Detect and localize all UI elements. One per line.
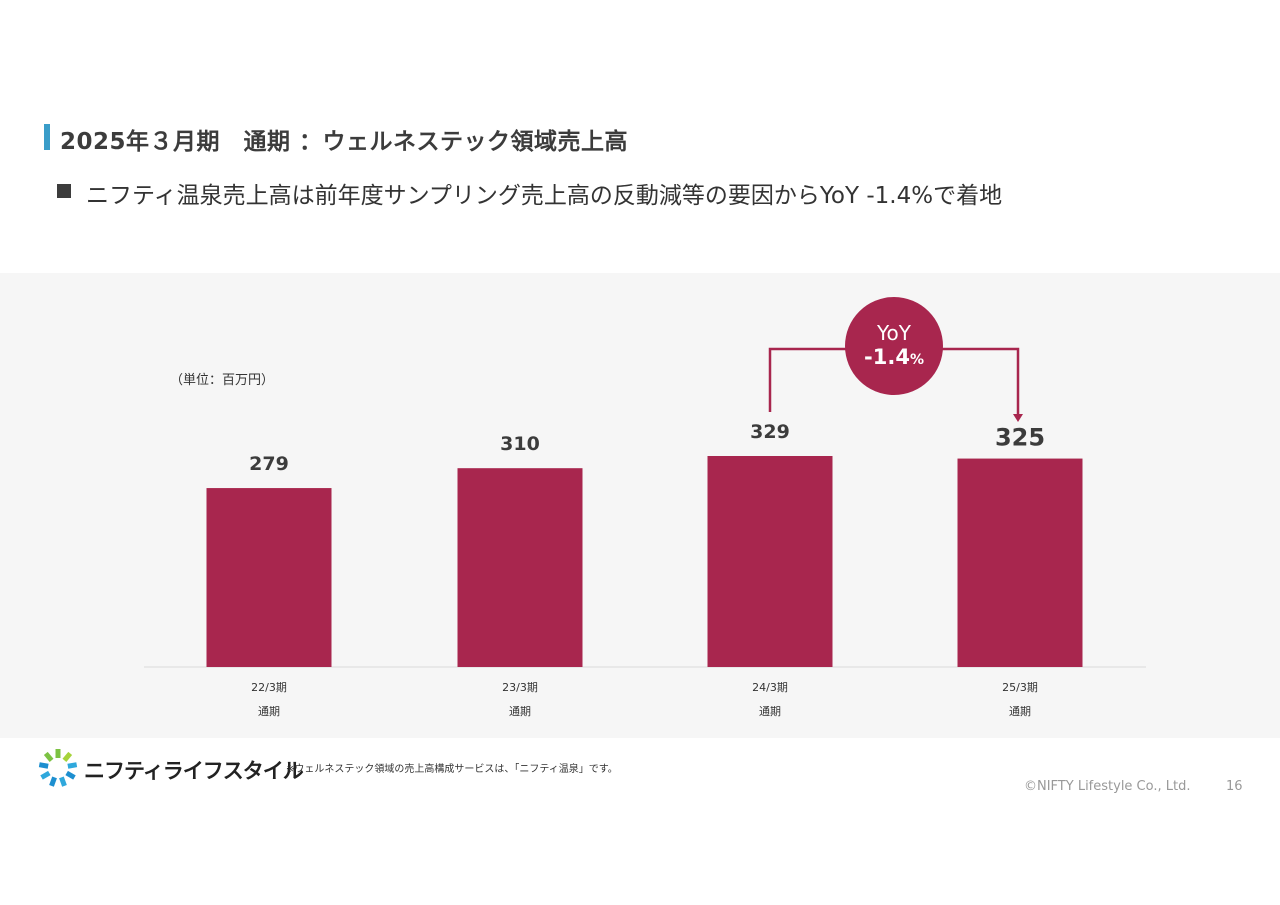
yoy-badge: [845, 297, 943, 395]
data-label-24/3期: 329: [750, 421, 790, 443]
data-label-22/3期: 279: [249, 453, 289, 475]
x-tick-sublabel-24/3期: 通期: [759, 705, 781, 718]
x-tick-sublabel-25/3期: 通期: [1009, 705, 1031, 718]
footnote: ※ウェルネステック領域の売上高構成サービスは、「ニフティ温泉」です。: [286, 764, 618, 775]
summary-bullet: ニフティ温泉売上高は前年度サンプリング売上高の反動減等の要因からYoY -1.4…: [86, 183, 1003, 209]
bullet-square-icon: [57, 184, 71, 198]
x-tick-sublabel-22/3期: 通期: [258, 705, 280, 718]
yoy-value-unit: %: [910, 352, 924, 368]
yoy-badge-value: -1.4%: [864, 345, 924, 369]
x-tick-sublabel-23/3期: 通期: [509, 705, 531, 718]
page-number: 16: [1226, 779, 1243, 794]
yoy-value-number: -1.4: [864, 345, 910, 369]
x-tick-label-25/3期: 25/3期: [1002, 681, 1038, 694]
yoy-arrowhead-icon: [1013, 414, 1023, 422]
unit-label: （単位：百万円）: [170, 373, 275, 388]
data-label-23/3期: 310: [500, 433, 540, 455]
bar-25/3期: [957, 458, 1083, 667]
x-tick-label-23/3期: 23/3期: [502, 681, 538, 694]
title-accent-bar: [44, 124, 50, 150]
page-title: 2025年３月期 通期 ：ウェルネステック領域売上高: [60, 129, 629, 155]
nifty-lifestyle-logo-icon: [38, 749, 78, 787]
copyright: ©NIFTY Lifestyle Co., Ltd.: [1024, 779, 1191, 794]
logo-text: ニフティライフスタイル: [84, 759, 304, 783]
yoy-badge-label: YoY: [876, 321, 912, 345]
bar-22/3期: [206, 488, 332, 667]
x-tick-label-22/3期: 22/3期: [251, 681, 287, 694]
x-tick-label-24/3期: 24/3期: [752, 681, 788, 694]
bar-23/3期: [457, 468, 583, 667]
bar-24/3期: [707, 456, 833, 667]
data-label-25/3期: 325: [995, 424, 1045, 452]
